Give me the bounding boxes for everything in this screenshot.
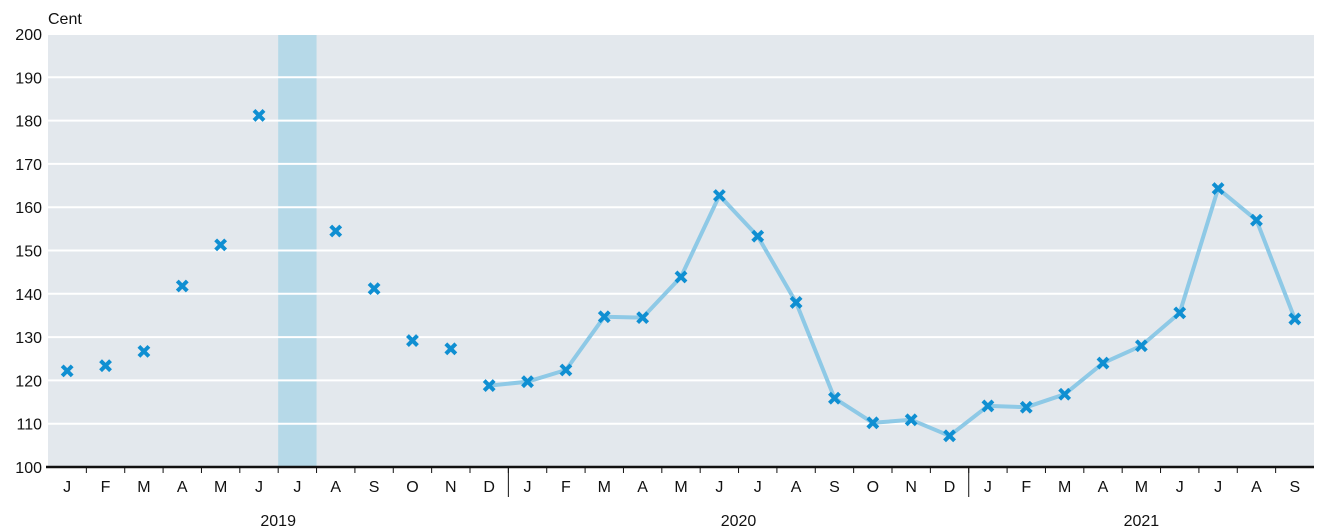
year-label: 2019 (260, 513, 296, 527)
data-point-marker (175, 279, 189, 293)
data-point-marker (1019, 400, 1033, 414)
data-point-marker (559, 363, 573, 377)
y-tick-label: 110 (16, 417, 42, 434)
y-tick-label: 100 (15, 460, 42, 477)
x-tick-label: S (1289, 479, 1300, 496)
data-point-marker (981, 399, 995, 413)
x-tick-label: F (1021, 479, 1031, 496)
data-point-marker (866, 416, 880, 430)
series-line-layer (487, 186, 1297, 438)
data-point-marker (60, 364, 74, 378)
x-tick-label: J (1214, 479, 1222, 496)
x-tick-label: S (829, 479, 840, 496)
x-tick-label: A (1098, 479, 1109, 496)
x-tick-label: N (445, 479, 457, 496)
data-point-marker (137, 344, 151, 358)
data-point-marker (1211, 182, 1225, 195)
data-point-marker (444, 342, 458, 356)
series-line (487, 186, 1297, 438)
y-tick-label: 190 (15, 70, 42, 87)
marker-layer (60, 108, 1302, 443)
x-tick-label: S (369, 479, 380, 496)
year-label: 2021 (1124, 513, 1160, 527)
data-point-marker (214, 238, 228, 252)
x-tick-label: J (754, 479, 762, 496)
y-tick-label: 150 (15, 244, 42, 261)
y-tick-label: 180 (15, 114, 42, 131)
y-tick-label: 200 (15, 27, 42, 44)
x-tick-label: M (137, 479, 150, 496)
data-point-marker (482, 379, 496, 393)
x-tick-label: N (905, 479, 917, 496)
x-tick-label: J (255, 479, 263, 496)
year-label: 2020 (721, 513, 757, 527)
data-point-marker (751, 229, 765, 243)
x-tick-label: J (1176, 479, 1184, 496)
x-tick-label: J (524, 479, 532, 496)
x-tick-label: O (867, 479, 879, 496)
x-axis-year-labels: 2019 2020 2021 (260, 513, 1159, 527)
data-point-marker (943, 429, 956, 443)
data-point-marker (406, 334, 419, 347)
y-axis-unit-label: Cent (48, 11, 82, 28)
y-tick-label: 120 (15, 373, 42, 390)
x-tick-label: A (791, 479, 802, 496)
y-tick-label: 140 (15, 287, 42, 304)
x-tick-label: J (63, 479, 71, 496)
x-tick-label: O (406, 479, 418, 496)
y-tick-label: 160 (15, 200, 42, 217)
grid-layer (48, 33, 1314, 425)
data-point-marker (99, 359, 112, 373)
data-point-marker (1250, 213, 1263, 227)
y-axis-tick-labels: 100 110 120 130 140 150 160 170 180 190 200 (15, 27, 42, 477)
data-point-marker (1096, 356, 1110, 370)
data-point-marker (329, 224, 343, 238)
data-point-marker (904, 413, 918, 427)
data-point-marker (636, 311, 650, 325)
x-tick-label: M (214, 479, 227, 496)
x-tick-label: M (1058, 479, 1071, 496)
x-tick-label: F (101, 479, 111, 496)
y-tick-label: 170 (15, 157, 42, 174)
data-point-marker (1058, 387, 1072, 401)
data-point-marker (828, 391, 841, 405)
data-point-marker (1173, 306, 1187, 320)
x-axis (46, 465, 1314, 497)
data-point-marker (789, 296, 803, 309)
x-tick-label: J (715, 479, 723, 496)
y-tick-label: 130 (15, 330, 42, 347)
data-point-marker (252, 108, 266, 122)
data-point-marker (674, 270, 688, 284)
data-point-marker (597, 310, 611, 324)
x-tick-label: M (674, 479, 687, 496)
x-tick-label: M (1135, 479, 1148, 496)
data-point-marker (521, 375, 534, 389)
x-tick-label: A (637, 479, 648, 496)
data-point-marker (367, 282, 381, 296)
data-point-marker (1288, 312, 1302, 326)
x-tick-label: D (944, 479, 956, 496)
x-tick-label: A (330, 479, 341, 496)
x-tick-label: D (483, 479, 495, 496)
x-tick-label: A (177, 479, 188, 496)
x-tick-label: M (598, 479, 611, 496)
x-tick-label: F (561, 479, 571, 496)
x-tick-label: J (293, 479, 301, 496)
data-point-marker (712, 189, 726, 202)
x-tick-label: J (984, 479, 992, 496)
x-tick-label: A (1251, 479, 1262, 496)
data-point-marker (1134, 339, 1148, 353)
